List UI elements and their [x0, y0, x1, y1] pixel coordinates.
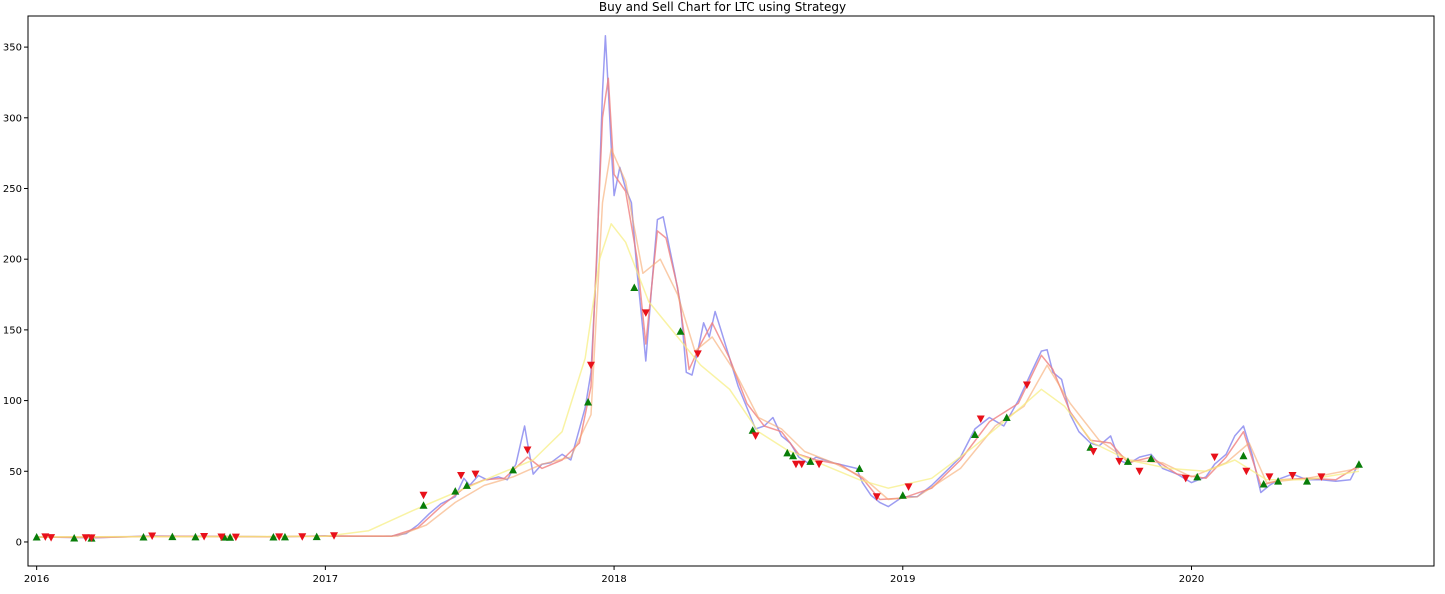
- buy-signal-marker: [70, 534, 79, 542]
- buy-signal-marker: [806, 457, 815, 465]
- y-tick-label: 100: [3, 396, 22, 407]
- sell-signal-marker: [1115, 457, 1124, 466]
- buy-signal-marker: [139, 533, 148, 541]
- sell-signal-marker: [41, 533, 50, 541]
- x-tick-label: 2018: [601, 574, 626, 585]
- sell-signal-marker: [457, 472, 466, 480]
- buy-signal-marker: [584, 397, 593, 406]
- sell-signal-marker: [1210, 453, 1219, 462]
- sell-signal-marker: [751, 432, 760, 440]
- x-tick-label: 2017: [313, 574, 338, 585]
- sell-signal-marker: [523, 446, 532, 455]
- series-line-4: [36, 223, 1360, 538]
- sell-signal-marker: [1089, 447, 1098, 456]
- sell-signal-marker: [1317, 473, 1326, 481]
- buy-signal-marker: [898, 491, 907, 499]
- sell-signal-marker: [148, 532, 157, 541]
- buy-signal-marker: [1193, 472, 1202, 481]
- sell-signal-marker: [904, 483, 913, 491]
- buy-signal-marker: [748, 426, 757, 434]
- y-tick-label: 0: [16, 537, 22, 548]
- sell-signal-marker: [976, 415, 985, 423]
- buy-signal-marker: [1002, 413, 1011, 422]
- buy-signal-marker: [509, 465, 518, 474]
- x-tick-label: 2019: [890, 574, 915, 585]
- sell-signal-marker: [641, 309, 650, 317]
- buy-signal-marker: [226, 533, 235, 541]
- buy-signal-marker: [855, 464, 864, 472]
- sell-signal-marker: [298, 533, 307, 541]
- buy-signal-marker: [462, 481, 471, 489]
- sell-signal-marker: [872, 493, 881, 501]
- y-tick-label: 50: [9, 467, 22, 478]
- plot-frame: [27, 15, 1435, 567]
- buy-signal-marker: [280, 532, 289, 541]
- sell-signal-marker: [791, 460, 800, 469]
- buy-signal-marker: [1302, 477, 1311, 485]
- buy-signal-marker: [783, 448, 792, 457]
- buy-signal-marker: [191, 532, 200, 541]
- sell-signal-marker: [1242, 467, 1251, 476]
- buy-signal-marker: [269, 533, 278, 541]
- y-tick-label: 300: [3, 113, 22, 124]
- buy-signal-marker: [1274, 477, 1283, 485]
- series-layer: [36, 35, 1360, 539]
- buy-signal-marker: [419, 501, 428, 509]
- buy-signal-marker: [630, 283, 639, 291]
- x-tick-label: 2020: [1179, 574, 1204, 585]
- sell-signal-marker: [693, 350, 702, 358]
- sell-signal-marker: [81, 534, 90, 542]
- sell-signal-marker: [330, 532, 339, 540]
- signal-layer: [32, 283, 1363, 542]
- sell-signal-marker: [231, 533, 240, 542]
- buy-signal-marker: [168, 532, 177, 541]
- buy-signal-marker: [1147, 454, 1156, 463]
- sell-signal-marker: [217, 533, 226, 542]
- buy-signal-marker: [1123, 457, 1132, 465]
- tick-layer: 2016 2017 2018 2019 2020 0 50 100 150 200 250 300 35…: [3, 43, 1204, 585]
- buy-signal-marker: [789, 451, 798, 460]
- sell-signal-marker: [815, 460, 824, 469]
- sell-signal-marker: [1181, 474, 1190, 483]
- sell-signal-marker: [87, 534, 96, 542]
- series-line-2: [36, 77, 1360, 539]
- y-tick-label: 350: [3, 43, 22, 54]
- sell-signal-marker: [586, 361, 595, 370]
- x-tick-label: 2016: [24, 574, 49, 585]
- y-tick-label: 250: [3, 184, 22, 195]
- buy-signal-marker: [312, 532, 321, 541]
- buy-signal-marker: [32, 533, 41, 541]
- sell-signal-marker: [200, 532, 209, 541]
- series-line-3: [36, 148, 1360, 538]
- y-tick-label: 150: [3, 325, 22, 336]
- buy-signal-marker: [970, 430, 979, 439]
- buy-signal-marker: [451, 487, 460, 495]
- sell-signal-marker: [1265, 473, 1274, 481]
- sell-signal-marker: [471, 470, 480, 479]
- sell-signal-marker: [797, 460, 806, 469]
- chart-title: Buy and Sell Chart for LTC using Strateg…: [598, 0, 847, 14]
- sell-signal-marker: [1288, 472, 1297, 480]
- sell-signal-marker: [47, 534, 56, 542]
- buy-signal-marker: [676, 327, 685, 335]
- y-tick-label: 200: [3, 255, 22, 266]
- buy-signal-marker: [1354, 460, 1363, 468]
- sell-signal-marker: [1135, 467, 1144, 476]
- sell-signal-marker: [419, 491, 428, 500]
- buy-signal-marker: [1239, 451, 1248, 460]
- sell-signal-marker: [1022, 381, 1031, 390]
- buy-signal-marker: [1259, 479, 1268, 488]
- sell-signal-marker: [275, 533, 284, 541]
